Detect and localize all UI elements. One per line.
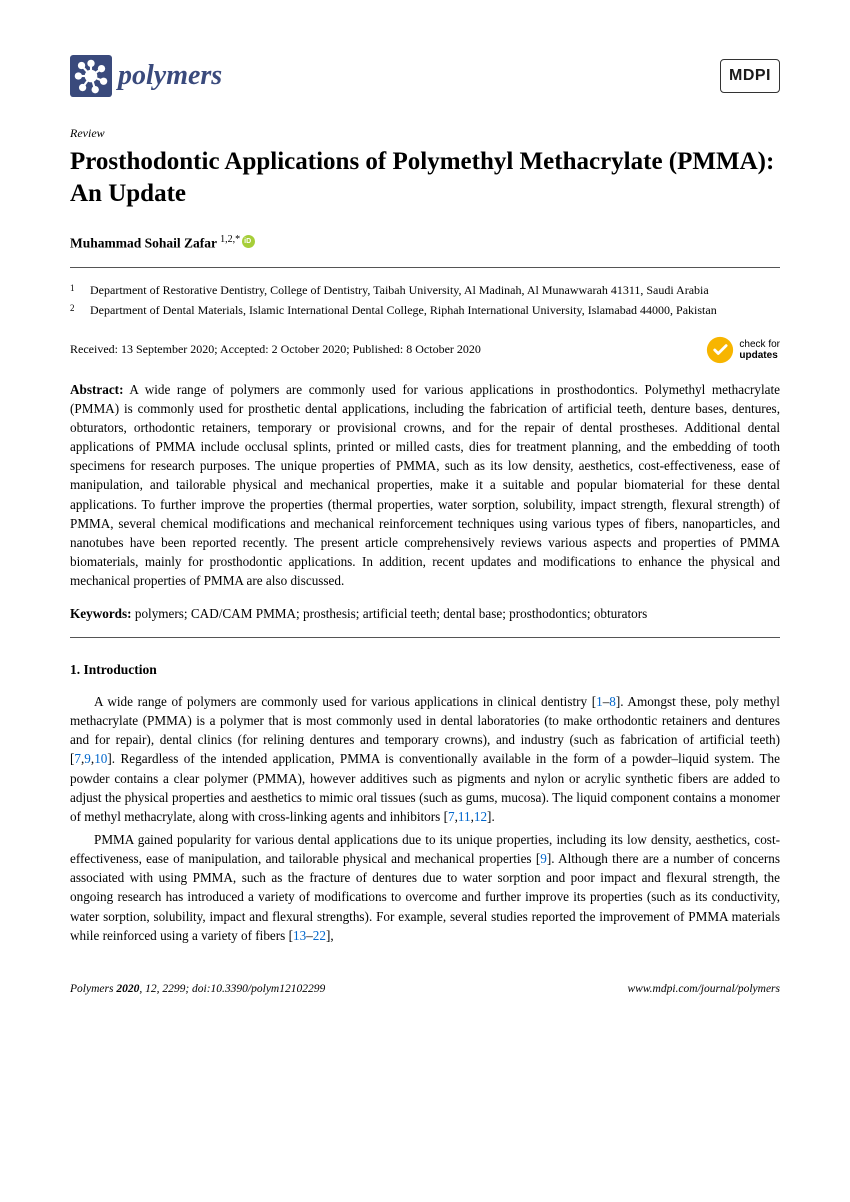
body-paragraph: PMMA gained popularity for various denta… bbox=[70, 830, 780, 945]
check-updates-line1: check for bbox=[739, 339, 780, 350]
citation-link[interactable]: 9 bbox=[540, 851, 547, 866]
article-type: Review bbox=[70, 125, 780, 142]
check-updates-badge[interactable]: check for updates bbox=[706, 336, 780, 364]
footer-citation: Polymers 2020, 12, 2299; doi:10.3390/pol… bbox=[70, 981, 325, 998]
abstract-block: Abstract: A wide range of polymers are c… bbox=[70, 380, 780, 591]
separator bbox=[70, 267, 780, 268]
section-heading: 1. Introduction bbox=[70, 660, 780, 680]
citation-link[interactable]: 7 bbox=[448, 809, 455, 824]
dates-text: Received: 13 September 2020; Accepted: 2… bbox=[70, 341, 481, 358]
journal-name: polymers bbox=[118, 56, 222, 97]
citation-link[interactable]: 1 bbox=[596, 694, 603, 709]
affiliation-row: 2 Department of Dental Materials, Islami… bbox=[70, 302, 780, 319]
citation-link[interactable]: 7 bbox=[74, 751, 81, 766]
abstract-text: A wide range of polymers are commonly us… bbox=[70, 382, 780, 588]
affil-number: 1 bbox=[70, 282, 80, 299]
journal-logo: polymers bbox=[70, 55, 222, 97]
body-paragraph: A wide range of polymers are commonly us… bbox=[70, 692, 780, 826]
affil-text: Department of Dental Materials, Islamic … bbox=[90, 302, 717, 319]
affil-text: Department of Restorative Dentistry, Col… bbox=[90, 282, 709, 299]
publisher-badge: MDPI bbox=[720, 59, 780, 92]
keywords-label: Keywords: bbox=[70, 606, 132, 621]
affiliations-block: 1 Department of Restorative Dentistry, C… bbox=[70, 282, 780, 320]
citation-link[interactable]: 9 bbox=[84, 751, 91, 766]
affiliation-row: 1 Department of Restorative Dentistry, C… bbox=[70, 282, 780, 299]
citation-link[interactable]: 8 bbox=[609, 694, 616, 709]
citation-link[interactable]: 22 bbox=[313, 928, 326, 943]
citation-link[interactable]: 12 bbox=[474, 809, 487, 824]
abstract-label: Abstract: bbox=[70, 382, 123, 397]
keywords-block: Keywords: polymers; CAD/CAM PMMA; prosth… bbox=[70, 604, 780, 623]
article-title: Prosthodontic Applications of Polymethyl… bbox=[70, 146, 780, 209]
footer: Polymers 2020, 12, 2299; doi:10.3390/pol… bbox=[70, 981, 780, 998]
dates-row: Received: 13 September 2020; Accepted: 2… bbox=[70, 336, 780, 364]
check-updates-line2: updates bbox=[739, 350, 780, 361]
citation-link[interactable]: 11 bbox=[458, 809, 471, 824]
header: polymers MDPI bbox=[70, 55, 780, 97]
polymers-logo-icon bbox=[70, 55, 112, 97]
footer-url[interactable]: www.mdpi.com/journal/polymers bbox=[628, 981, 780, 998]
citation-link[interactable]: 13 bbox=[293, 928, 306, 943]
affil-number: 2 bbox=[70, 302, 80, 319]
orcid-icon[interactable] bbox=[242, 235, 255, 248]
keywords-text: polymers; CAD/CAM PMMA; prosthesis; arti… bbox=[135, 606, 647, 621]
separator bbox=[70, 637, 780, 638]
author-affil-marks: 1,2, bbox=[220, 234, 235, 245]
check-updates-icon bbox=[706, 336, 734, 364]
author-line: Muhammad Sohail Zafar 1,2,* bbox=[70, 233, 780, 253]
corresp-mark: * bbox=[235, 234, 240, 245]
citation-link[interactable]: 10 bbox=[94, 751, 107, 766]
author-name: Muhammad Sohail Zafar bbox=[70, 235, 217, 250]
